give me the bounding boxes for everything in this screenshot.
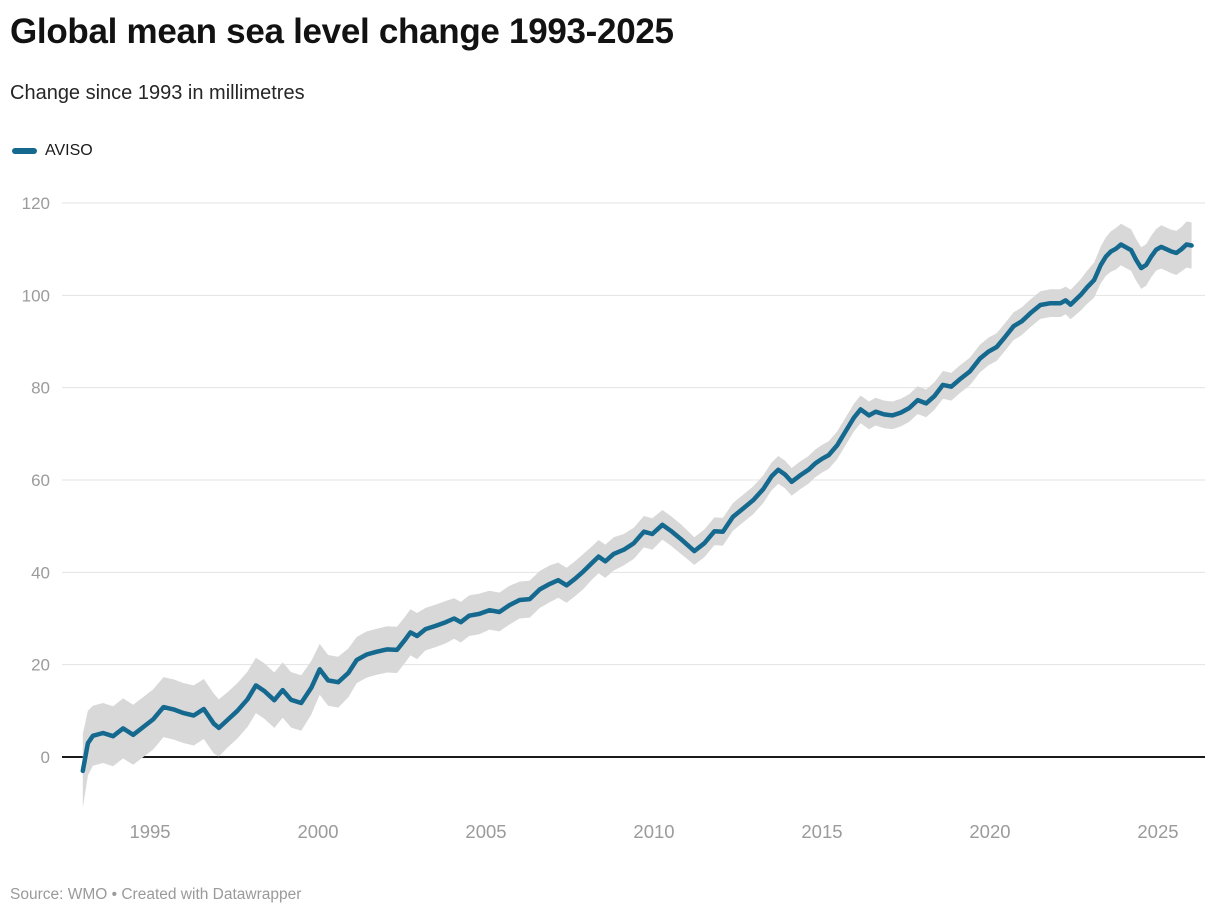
legend-label-aviso: AVISO	[45, 142, 93, 159]
x-axis-tick-label: 1995	[129, 821, 170, 842]
y-axis-tick-label: 60	[31, 471, 50, 490]
y-axis-tick-label: 40	[31, 563, 50, 582]
x-axis-tick-label: 2015	[801, 821, 842, 842]
x-axis-tick-label: 2025	[1137, 821, 1178, 842]
x-axis-tick-label: 2010	[633, 821, 674, 842]
x-axis-tick-label: 2000	[297, 821, 338, 842]
y-axis-tick-label: 20	[31, 656, 50, 675]
data-line-aviso	[80, 242, 1194, 774]
source-note: Source: WMO • Created with Datawrapper	[10, 886, 302, 903]
x-axis-tick-label: 2005	[465, 821, 506, 842]
y-axis-tick-label: 120	[22, 194, 50, 213]
chart-title: Global mean sea level change 1993-2025	[10, 12, 674, 51]
chart-subtitle: Change since 1993 in millimetres	[10, 82, 305, 104]
y-axis-tick-label: 0	[41, 748, 50, 767]
legend-line-swatch	[12, 148, 37, 154]
legend: AVISO	[12, 142, 93, 160]
x-axis-tick-label: 2020	[969, 821, 1010, 842]
y-axis-tick-label: 80	[31, 379, 50, 398]
y-axis-tick-label: 100	[22, 286, 50, 305]
uncertainty-band	[82, 221, 1192, 808]
